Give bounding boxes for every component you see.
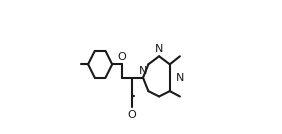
Text: N: N — [155, 44, 163, 54]
Text: O: O — [127, 110, 136, 120]
Text: O: O — [117, 52, 126, 62]
Text: N: N — [139, 66, 147, 76]
Text: N: N — [176, 73, 184, 83]
